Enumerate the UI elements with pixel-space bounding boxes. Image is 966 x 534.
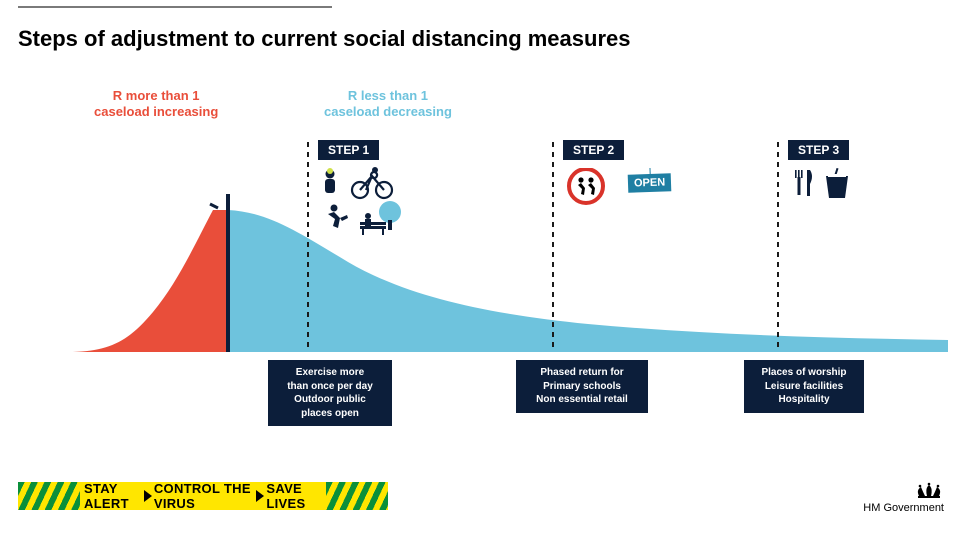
chart-area: R more than 1 caseload increasing R less… xyxy=(68,82,948,412)
park-icon xyxy=(360,201,401,235)
school-sign-icon xyxy=(569,169,603,203)
cutlery-icon xyxy=(795,170,812,196)
peak-tick xyxy=(210,204,218,208)
red-area xyxy=(68,210,228,352)
step1-desc-l4: places open xyxy=(301,408,359,419)
step1-desc: Exercise more than once per day Outdoor … xyxy=(268,360,392,426)
hm-government-text: HM Government xyxy=(863,502,944,514)
r-less-line2: caseload decreasing xyxy=(324,104,452,120)
banner-hatch-left xyxy=(18,482,80,510)
cyclist-icon xyxy=(352,167,392,198)
step3-desc-l1: Places of worship xyxy=(761,367,846,378)
step2-desc-l3: Non essential retail xyxy=(536,394,628,405)
step3-desc-l3: Hospitality xyxy=(778,394,829,405)
top-rule xyxy=(18,6,332,8)
step1-desc-l2: than once per day xyxy=(287,381,373,392)
stay-alert-banner: STAY ALERT CONTROL THE VIRUS SAVE LIVES xyxy=(18,482,388,510)
banner-text: STAY ALERT CONTROL THE VIRUS SAVE LIVES xyxy=(80,482,326,510)
r-more-line1: R more than 1 xyxy=(94,88,218,104)
person-icon xyxy=(325,168,335,193)
step1-desc-l1: Exercise more xyxy=(296,367,364,378)
step1-label: STEP 1 xyxy=(318,140,379,160)
page-title: Steps of adjustment to current social di… xyxy=(18,26,631,52)
drink-icon xyxy=(826,168,848,198)
banner-seg-1: STAY ALERT xyxy=(84,482,142,510)
step3-desc: Places of worship Leisure facilities Hos… xyxy=(744,360,864,413)
banner-hatch-right xyxy=(326,482,388,510)
step3-desc-l2: Leisure facilities xyxy=(765,381,843,392)
banner-sep-2 xyxy=(256,490,264,502)
step2-desc-l2: Primary schools xyxy=(543,381,621,392)
banner-sep-1 xyxy=(144,490,152,502)
open-sign: OPEN xyxy=(628,173,672,192)
r-more-line2: caseload increasing xyxy=(94,104,218,120)
step2-desc-l1: Phased return for xyxy=(540,367,623,378)
r-less-than-1-label: R less than 1 caseload decreasing xyxy=(324,88,452,119)
step2-label: STEP 2 xyxy=(563,140,624,160)
step3-label: STEP 3 xyxy=(788,140,849,160)
crown-icon xyxy=(914,482,944,500)
r-less-line1: R less than 1 xyxy=(324,88,452,104)
r-more-than-1-label: R more than 1 caseload increasing xyxy=(94,88,218,119)
banner-seg-3: SAVE LIVES xyxy=(266,482,322,510)
step1-desc-l3: Outdoor public xyxy=(294,394,366,405)
hm-government-logo: HM Government xyxy=(863,482,944,514)
runner-icon xyxy=(328,205,348,229)
step2-desc: Phased return for Primary schools Non es… xyxy=(516,360,648,413)
banner-seg-2: CONTROL THE VIRUS xyxy=(154,482,255,510)
